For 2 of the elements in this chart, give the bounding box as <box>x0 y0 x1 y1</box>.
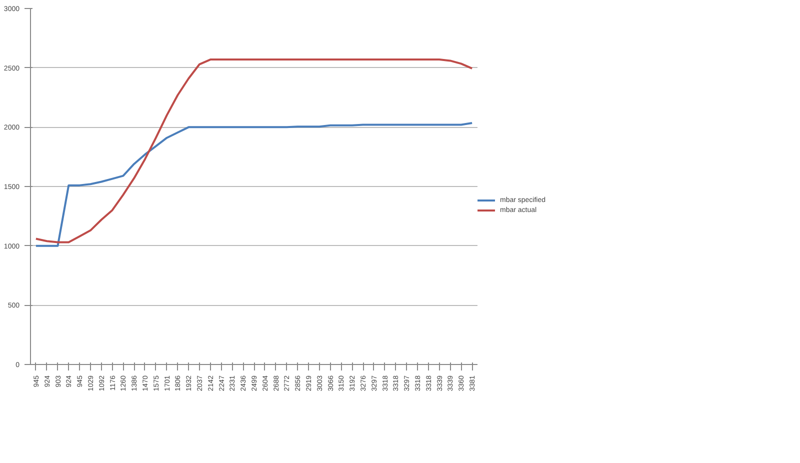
line-series <box>34 58 474 244</box>
line-series <box>34 122 474 247</box>
